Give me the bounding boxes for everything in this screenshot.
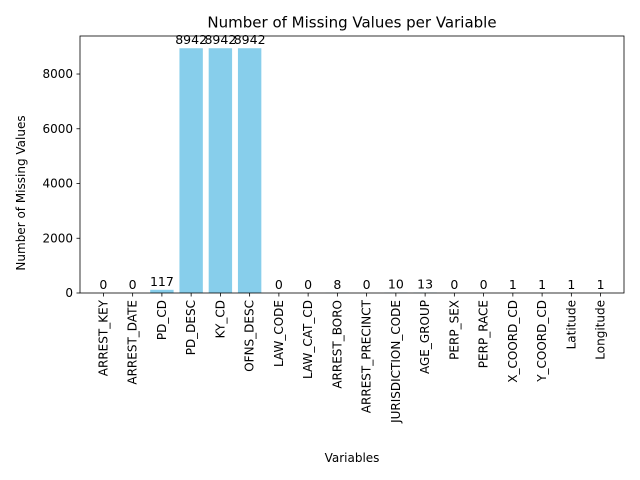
data-label: 1 (597, 277, 605, 292)
data-label: 8942 (234, 32, 266, 47)
x-axis-label: Variables (325, 451, 380, 465)
data-label: 0 (99, 277, 107, 292)
data-label: 1 (509, 277, 517, 292)
x-tick-label: LAW_CODE (272, 300, 286, 367)
x-tick-label: ARREST_BORO (330, 300, 344, 389)
y-tick-label: 2000 (42, 231, 73, 245)
x-tick-label: PD_CD (155, 300, 169, 340)
y-tick-label: 6000 (42, 122, 73, 136)
y-axis-label: Number of Missing Values (14, 115, 28, 270)
x-tick-label: Y_COORD_CD (535, 300, 549, 383)
data-label: 8 (333, 277, 341, 292)
data-label: 1 (538, 277, 546, 292)
data-label: 8942 (175, 32, 207, 47)
data-label: 1 (567, 277, 575, 292)
chart-title: Number of Missing Values per Variable (207, 14, 496, 32)
x-tick-label: Latitude (564, 300, 578, 349)
data-label: 0 (450, 277, 458, 292)
data-label: 10 (388, 277, 404, 292)
bar-pd-desc (179, 48, 203, 293)
x-tick-label: AGE_GROUP (418, 300, 432, 374)
plot-frame (79, 35, 625, 294)
data-label: 0 (275, 277, 283, 292)
x-tick-label: ARREST_PRECINCT (360, 299, 374, 413)
x-tick-label: OFNS_DESC (243, 300, 257, 372)
bar-ofns-desc (237, 48, 262, 293)
x-tick-label: X_COORD_CD (506, 300, 520, 383)
data-label: 117 (150, 274, 174, 289)
x-axis: ARREST_KEY ARREST_DATE PD_CD PD_DESC KY_CD OF… (96, 293, 608, 424)
data-label: 8942 (204, 32, 236, 47)
data-label: 13 (417, 277, 433, 292)
y-tick-label: 8000 (42, 67, 73, 81)
y-tick-label: 4000 (42, 177, 73, 191)
bar-pd-cd (150, 289, 174, 293)
x-tick-label: ARREST_DATE (126, 300, 140, 385)
y-tick-label: 0 (65, 286, 73, 300)
x-tick-label: PERP_RACE (477, 300, 491, 368)
data-label: 0 (480, 277, 488, 292)
data-label: 0 (129, 277, 137, 292)
x-tick-label: JURISDICTION_CODE (389, 300, 403, 424)
bar-ky-cd (208, 48, 233, 293)
bars-layer (150, 48, 613, 293)
x-tick-label: LAW_CAT_CD (301, 300, 315, 379)
data-label: 0 (363, 277, 371, 292)
x-tick-label: KY_CD (213, 300, 227, 338)
x-tick-label: PERP_SEX (447, 300, 461, 360)
x-tick-label: Longitude (594, 300, 608, 360)
data-label: 0 (304, 277, 312, 292)
y-axis: 0 2000 4000 6000 8000 (42, 67, 80, 300)
x-tick-label: ARREST_KEY (96, 299, 110, 376)
x-tick-label: PD_DESC (184, 300, 198, 355)
